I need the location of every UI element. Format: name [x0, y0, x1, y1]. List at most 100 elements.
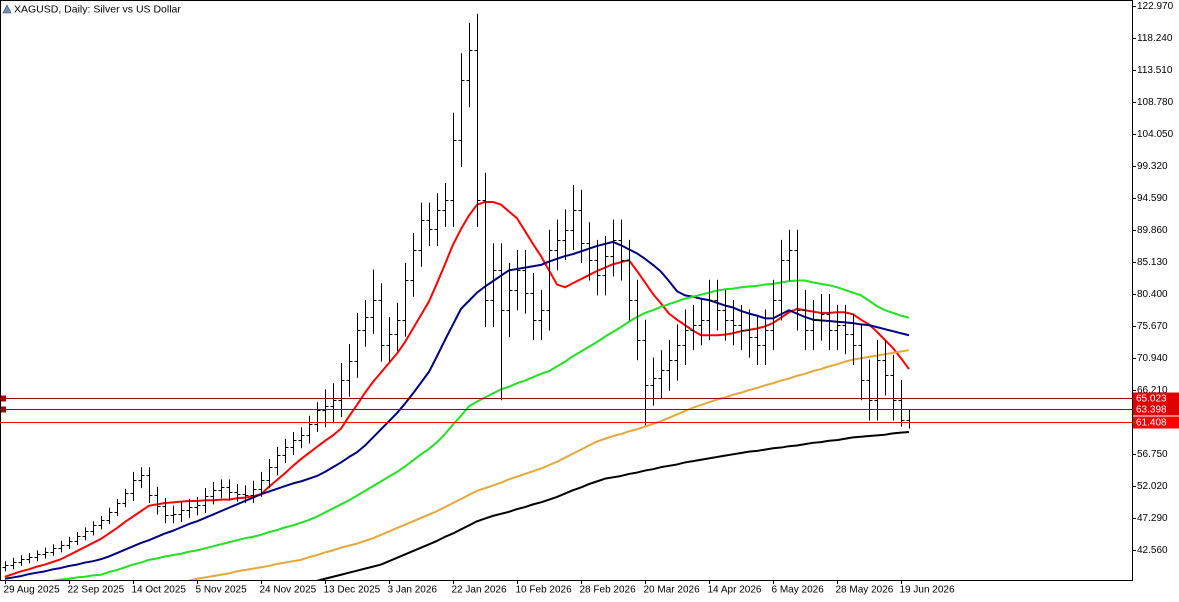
x-tick-label: 28 May 2026	[836, 585, 894, 596]
ohlc-bar	[114, 498, 121, 516]
ohlc-bar	[770, 279, 777, 351]
y-tick-label: 118.240	[1137, 33, 1173, 44]
ohlc-bar	[250, 480, 257, 504]
ohlc-bar	[74, 532, 81, 545]
ohlc-bar	[706, 279, 713, 340]
ohlc-bar	[882, 339, 889, 396]
ohlc-bar	[546, 229, 553, 331]
ohlc-bar	[610, 219, 617, 277]
moving-average-line	[4, 240, 910, 580]
ohlc-bar	[58, 540, 65, 553]
ohlc-bar	[458, 53, 465, 167]
price-label: 65.023	[1136, 394, 1167, 405]
ohlc-bar	[890, 354, 897, 421]
ohlc-bar	[434, 193, 441, 246]
ohlc-bar	[2, 561, 9, 572]
x-tick-label: 29 Aug 2025	[4, 585, 61, 596]
ohlc-bar	[402, 262, 409, 337]
ohlc-bar	[338, 362, 345, 418]
ohlc-bar	[138, 467, 145, 489]
ohlc-bar	[122, 488, 129, 508]
ohlc-bar	[874, 339, 881, 421]
price-line-marker	[1, 395, 6, 402]
ohlc-bar	[730, 300, 737, 346]
ohlc-bar	[242, 485, 249, 504]
y-tick-label: 80.400	[1137, 289, 1168, 300]
ohlc-bar	[530, 273, 537, 340]
ohlc-bar	[98, 515, 105, 530]
ohlc-bar	[354, 312, 361, 378]
moving-average-line	[187, 349, 910, 580]
y-tick-label: 89.860	[1137, 225, 1168, 236]
ohlc-bar	[170, 505, 177, 524]
ohlc-bar	[650, 357, 657, 406]
ohlc-bar	[322, 389, 329, 428]
y-tick-label: 56.750	[1137, 449, 1168, 460]
y-tick-label: 70.940	[1137, 353, 1168, 364]
ohlc-bar	[178, 501, 185, 522]
ohlc-bar	[18, 555, 25, 566]
ohlc-bar	[762, 309, 769, 366]
ohlc-bar	[538, 289, 545, 340]
ohlc-bar	[274, 446, 281, 476]
x-tick-label: 19 Jun 2026	[900, 585, 955, 596]
ohlc-bar	[226, 479, 233, 501]
x-tick-label: 10 Feb 2026	[516, 585, 573, 596]
plot-area	[2, 13, 913, 580]
moving-average-line	[4, 200, 910, 578]
x-tick-label: 24 Nov 2025	[260, 585, 317, 596]
ohlc-bar	[26, 553, 33, 564]
price-label-box	[1133, 416, 1179, 429]
ohlc-bar	[194, 496, 201, 516]
ohlc-bar	[810, 300, 817, 351]
ohlc-bar	[738, 304, 745, 351]
price-label-box	[1133, 392, 1179, 405]
ohlc-bar	[282, 438, 289, 464]
ohlc-bar	[626, 239, 633, 321]
ohlc-bar	[162, 498, 169, 524]
ohlc-bar	[234, 484, 241, 502]
ohlc-bar	[714, 279, 721, 331]
ohlc-bar	[842, 304, 849, 355]
ohlc-bar	[466, 22, 473, 108]
ohlc-bar	[794, 229, 801, 331]
y-tick-label: 75.670	[1137, 321, 1168, 332]
ohlc-bar	[746, 309, 753, 358]
y-tick-label: 47.290	[1137, 513, 1168, 524]
ohlc-bar	[306, 415, 313, 444]
ohlc-bar	[410, 233, 417, 297]
ohlc-bar	[666, 339, 673, 391]
ohlc-bar	[258, 471, 265, 497]
x-tick-label: 14 Apr 2026	[708, 585, 762, 596]
y-tick-label: 99.320	[1137, 161, 1168, 172]
ohlc-bar	[50, 544, 57, 556]
ohlc-bar	[370, 269, 377, 334]
ohlc-bar	[82, 527, 89, 541]
ohlc-bar	[66, 536, 73, 550]
ohlc-bar	[722, 289, 729, 341]
ohlc-bar	[474, 13, 481, 228]
ohlc-bar	[130, 471, 137, 501]
y-tick-label: 94.590	[1137, 193, 1168, 204]
y-tick-label: 42.560	[1137, 545, 1168, 556]
ohlc-bar	[362, 300, 369, 347]
ohlc-bar	[866, 359, 873, 421]
ohlc-bar	[346, 344, 353, 397]
ohlc-bar	[290, 431, 297, 455]
ohlc-bar	[618, 219, 625, 281]
ohlc-bar	[682, 309, 689, 366]
ohlc-bar	[850, 313, 857, 366]
ohlc-bar	[562, 209, 569, 261]
symbol-icon	[2, 4, 12, 14]
ohlc-bar	[90, 521, 97, 536]
ohlc-bar	[498, 243, 505, 401]
y-tick-label: 108.780	[1137, 97, 1174, 108]
moving-average-line	[316, 430, 910, 580]
ohlc-bar	[802, 289, 809, 351]
ohlc-bar	[218, 479, 225, 499]
ohlc-bar	[634, 279, 641, 361]
x-tick-label: 3 Jan 2026	[388, 585, 438, 596]
y-tick-label: 85.130	[1137, 257, 1168, 268]
